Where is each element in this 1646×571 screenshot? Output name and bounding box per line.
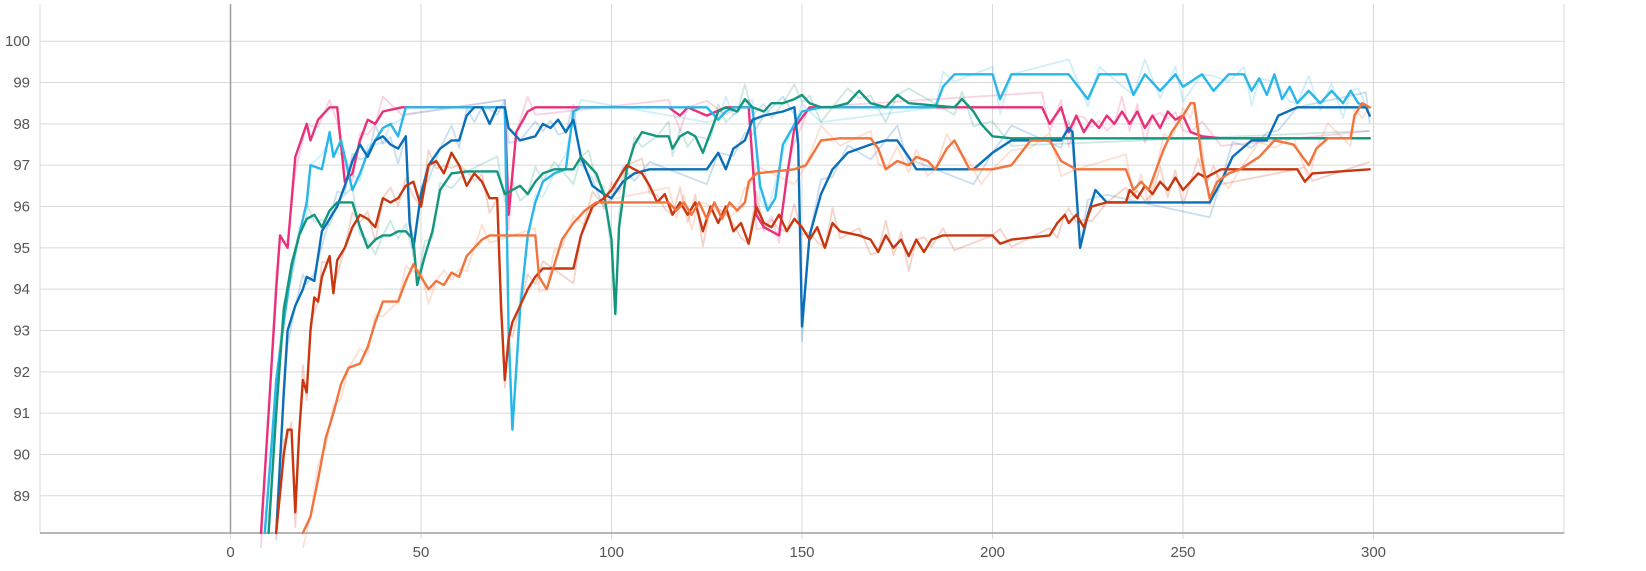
y-tick-label: 100 [5,33,30,50]
series-line-2 [275,106,1371,535]
series-raw-line-1 [263,58,1371,526]
x-tick-label: 300 [1361,544,1386,561]
x-tick-label: 250 [1170,544,1195,561]
series-line-3 [267,89,1371,535]
x-tick-label: 0 [226,544,234,561]
y-tick-label: 91 [13,405,30,422]
x-tick-label: 100 [599,544,624,561]
series-line-4 [275,151,1371,535]
tick-labels: 89 90 91 92 93 94 95 96 97 98 99 100 0 50 100 150 200 250… [5,33,1386,561]
y-tick-label: 97 [13,157,30,174]
y-tick-label: 96 [13,199,30,216]
y-tick-label: 99 [13,75,30,92]
raw-series-layer [260,58,1371,549]
series-line-5 [301,101,1371,535]
y-tick-label: 93 [13,322,30,339]
series-raw-line-2 [275,91,1371,541]
axes [40,4,1564,534]
y-tick-label: 89 [13,488,30,505]
series-raw-line-4 [275,149,1370,534]
series-line-0 [259,106,1371,535]
x-tick-label: 50 [413,544,430,561]
y-tick-label: 94 [13,281,30,298]
y-tick-label: 98 [13,116,30,133]
x-tick-label: 150 [789,544,814,561]
y-tick-label: 95 [13,240,30,257]
series-raw-line-3 [267,83,1370,519]
series-layer [259,73,1371,535]
x-tick-label: 200 [980,544,1005,561]
series-line-1 [263,73,1371,535]
y-tick-label: 92 [13,364,30,381]
y-tick-label: 90 [13,446,30,463]
